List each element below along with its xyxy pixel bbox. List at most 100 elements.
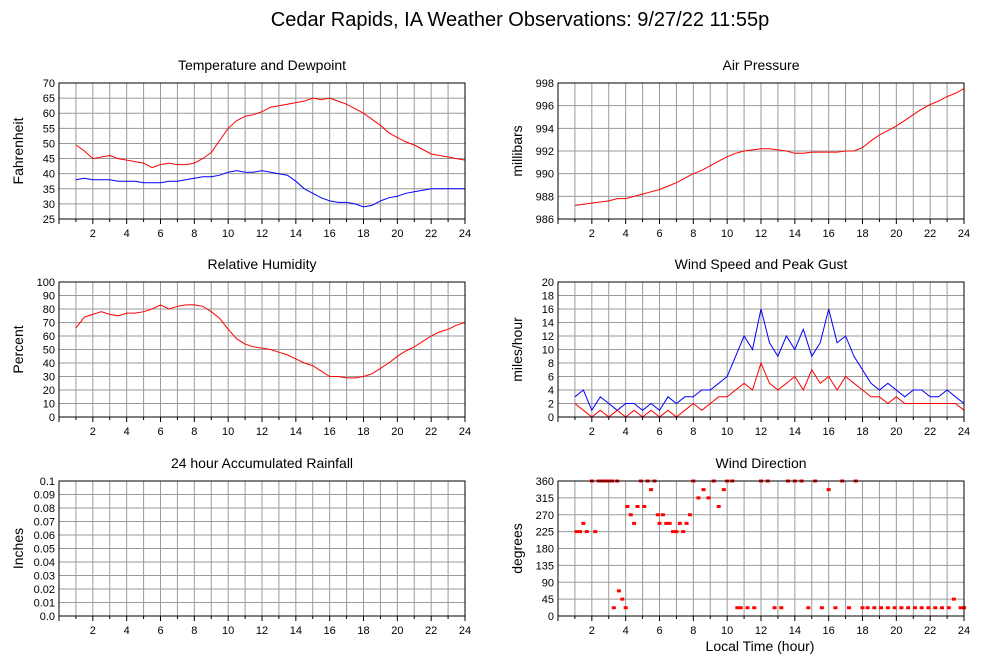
wind-direction-point	[899, 606, 904, 610]
wind-direction-point	[946, 606, 951, 610]
x-tick-label: 10	[222, 426, 234, 438]
y-tick-label: 4	[548, 385, 554, 397]
y-tick-label: 18	[542, 291, 554, 303]
x-tick-label: 10	[721, 625, 733, 637]
y-tick-label: 10	[43, 399, 55, 411]
x-tick-label: 24	[459, 228, 471, 240]
x-tick-label: 2	[90, 228, 96, 240]
x-tick-label: 4	[124, 228, 130, 240]
x-tick-label: 10	[721, 228, 733, 240]
wind-direction-point	[779, 606, 784, 610]
y-tick-label: 998	[536, 78, 554, 90]
x-tick-label: 24	[958, 625, 970, 637]
x-tick-label: 14	[789, 625, 801, 637]
x-tick-label: 24	[958, 426, 970, 438]
x-tick-label: 20	[890, 426, 902, 438]
x-tick-label: 22	[425, 426, 437, 438]
x-tick-label: 4	[623, 426, 629, 438]
air-pressure-y-axis-label: millibars	[509, 125, 525, 176]
x-tick-label: 16	[324, 625, 336, 637]
x-tick-label: 6	[157, 228, 163, 240]
air-pressure-title: Air Pressure	[722, 57, 799, 73]
wind-speed-and-peak-gust-title: Wind Speed and Peak Gust	[675, 256, 848, 272]
y-tick-label: 6	[548, 372, 554, 384]
x-tick-label: 2	[90, 426, 96, 438]
x-tick-label: 16	[823, 625, 835, 637]
24-hour-accumulated-rainfall-plot-frame	[58, 480, 466, 617]
wind-direction-point	[860, 606, 865, 610]
x-tick-label: 20	[391, 228, 403, 240]
wind-direction-point	[625, 505, 630, 508]
wind-speed-and-peak-gust-plot-frame	[557, 281, 965, 418]
wind-direction-point	[635, 505, 640, 508]
wind-direction-point	[958, 606, 963, 610]
x-tick-label: 4	[623, 625, 629, 637]
x-tick-label: 2	[589, 228, 595, 240]
temperature-and-dewpoint-title: Temperature and Dewpoint	[178, 57, 346, 73]
x-tick-label: 2	[589, 426, 595, 438]
x-tick-label: 18	[856, 426, 868, 438]
wind-direction-point	[879, 606, 884, 610]
relative-humidity-series-1-line	[75, 304, 466, 379]
x-tick-label: 6	[656, 228, 662, 240]
y-tick-label: 0	[548, 412, 554, 424]
wind-direction-point	[892, 606, 897, 610]
x-tick-label: 6	[656, 426, 662, 438]
y-tick-label: 0.0	[40, 611, 55, 623]
wind-direction-title: Wind Direction	[715, 455, 806, 471]
x-tick-label: 16	[324, 228, 336, 240]
x-tick-label: 22	[924, 625, 936, 637]
y-tick-label: 10	[542, 345, 554, 357]
wind-speed-and-peak-gust-y-axis-label: miles/hour	[509, 317, 525, 382]
temperature-and-dewpoint-series-2-line	[75, 170, 465, 208]
temperature-and-dewpoint-plot-frame	[58, 82, 466, 220]
relative-humidity-plot-frame	[58, 281, 466, 418]
y-tick-label: 45	[542, 594, 554, 606]
wind-direction-point	[577, 530, 582, 534]
x-tick-label: 8	[690, 228, 696, 240]
x-tick-label: 4	[623, 228, 629, 240]
wind-direction-point	[574, 530, 579, 534]
x-tick-label: 24	[459, 625, 471, 637]
y-tick-label: 30	[43, 199, 55, 211]
y-tick-label: 988	[536, 191, 554, 203]
x-tick-label: 14	[789, 228, 801, 240]
wind-direction-point	[671, 530, 676, 534]
x-tick-label: 18	[357, 228, 369, 240]
x-tick-label: 10	[222, 228, 234, 240]
temperature-and-dewpoint-panel: Temperature and Dewpoint Fahrenheit 25 30 35…	[10, 57, 471, 240]
x-tick-label: 24	[459, 426, 471, 438]
y-tick-label: 0.02	[34, 584, 55, 596]
y-tick-label: 990	[536, 169, 554, 181]
y-tick-label: 20	[43, 385, 55, 397]
x-tick-label: 12	[755, 228, 767, 240]
y-tick-label: 50	[43, 138, 55, 150]
x-tick-label: 8	[191, 625, 197, 637]
x-tick-label: 20	[391, 625, 403, 637]
y-tick-label: 12	[542, 331, 554, 343]
x-tick-label: 6	[157, 625, 163, 637]
y-tick-label: 60	[43, 331, 55, 343]
wind-direction-point	[664, 521, 669, 525]
wind-direction-point	[826, 488, 831, 492]
wind-direction-point	[620, 597, 625, 601]
y-tick-label: 992	[536, 146, 554, 158]
x-tick-label: 12	[755, 426, 767, 438]
y-tick-label: 225	[536, 527, 554, 539]
wind-direction-point	[846, 606, 851, 610]
air-pressure-series-1-line	[574, 88, 965, 206]
y-tick-label: 0.04	[34, 557, 55, 569]
x-tick-label: 6	[157, 426, 163, 438]
y-tick-label: 0.06	[34, 530, 55, 542]
24-hour-accumulated-rainfall-y-axis-label: Inches	[10, 528, 26, 569]
x-tick-label: 14	[789, 426, 801, 438]
wind-direction-point	[819, 606, 824, 610]
24-hour-accumulated-rainfall-panel: 24 hour Accumulated RainfallInches0.00.0…	[10, 455, 471, 637]
x-tick-label: 8	[690, 625, 696, 637]
x-tick-label: 18	[856, 228, 868, 240]
wind-direction-point	[865, 606, 870, 610]
x-tick-label: 18	[856, 625, 868, 637]
y-tick-label: 0.07	[34, 517, 55, 529]
wind-direction-point	[906, 606, 911, 610]
y-tick-label: 35	[43, 184, 55, 196]
